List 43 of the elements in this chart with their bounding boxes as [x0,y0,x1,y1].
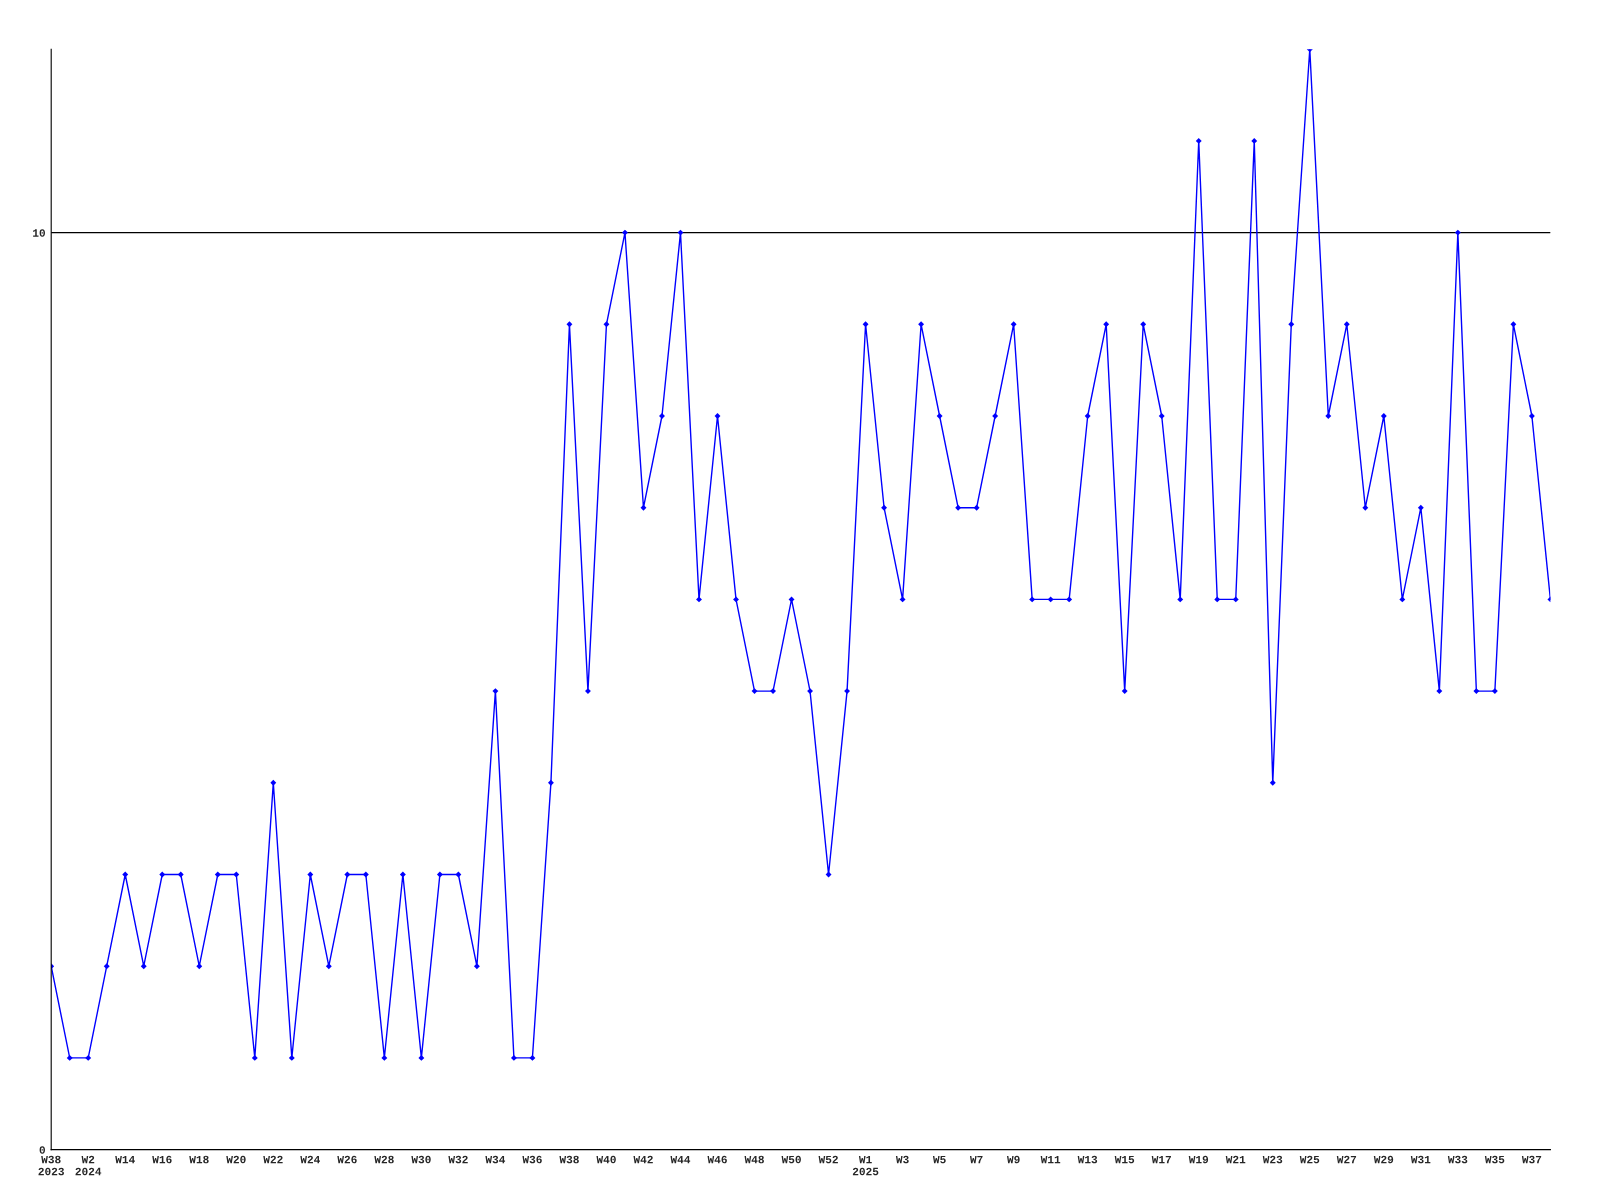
x-tick-label: W5 [932,1155,946,1164]
x-tick-label: W38 2023 [38,1155,64,1176]
x-tick-label: W30 [411,1155,431,1164]
x-tick-label: W32 [448,1155,468,1164]
x-tick-label: W14 [115,1155,135,1164]
x-tick-label: W34 [485,1155,506,1164]
x-tick-label: W36 [522,1155,542,1164]
x-tick-label: W50 [781,1155,801,1164]
x-tick-label: W27 [1336,1155,1357,1164]
x-tick-label: W35 [1484,1155,1505,1164]
x-tick-label: W22 [263,1155,283,1164]
x-tick-label: W16 [152,1155,172,1164]
x-tick-label: W26 [337,1155,357,1164]
x-tick-label: W40 [596,1155,616,1164]
x-tick-label: W3 [895,1155,909,1164]
x-tick-label: W7 [969,1155,983,1164]
x-tick-label: W18 [189,1155,209,1164]
x-tick-label: W38 [559,1155,579,1164]
x-tick-label: W24 [300,1155,320,1164]
x-tick-label: W42 [633,1155,653,1164]
x-tick-label: W46 [707,1155,727,1164]
x-tick-label: W48 [744,1155,764,1164]
x-tick-label: W2 2024 [75,1155,102,1176]
x-tick-label: W21 [1225,1155,1246,1164]
x-tick-label: W13 [1077,1155,1098,1164]
x-tick-label: W9 [1006,1155,1020,1164]
x-tick-label: W37 [1521,1155,1542,1164]
y-tick-label: 0 [39,1146,45,1154]
x-tick-label: W19 [1188,1155,1209,1164]
x-tick-label: W44 [670,1155,691,1164]
x-tick-label: W31 [1410,1155,1431,1164]
x-tick-label: W33 [1447,1155,1468,1164]
x-tick-label: W20 [226,1155,246,1164]
x-tick-label: W28 [374,1155,394,1164]
x-tick-label: W29 [1373,1155,1394,1164]
x-tick-label: W17 [1151,1155,1171,1164]
x-tick-label: W11 [1040,1155,1061,1164]
x-tick-label: W52 [818,1155,838,1164]
x-tick-label: W1 2025 [852,1155,879,1176]
x-tick-label: W15 [1114,1155,1135,1164]
y-tick-label: 10 [33,229,45,237]
x-tick-label: W23 [1262,1155,1283,1164]
x-tick-label: W25 [1299,1155,1320,1164]
